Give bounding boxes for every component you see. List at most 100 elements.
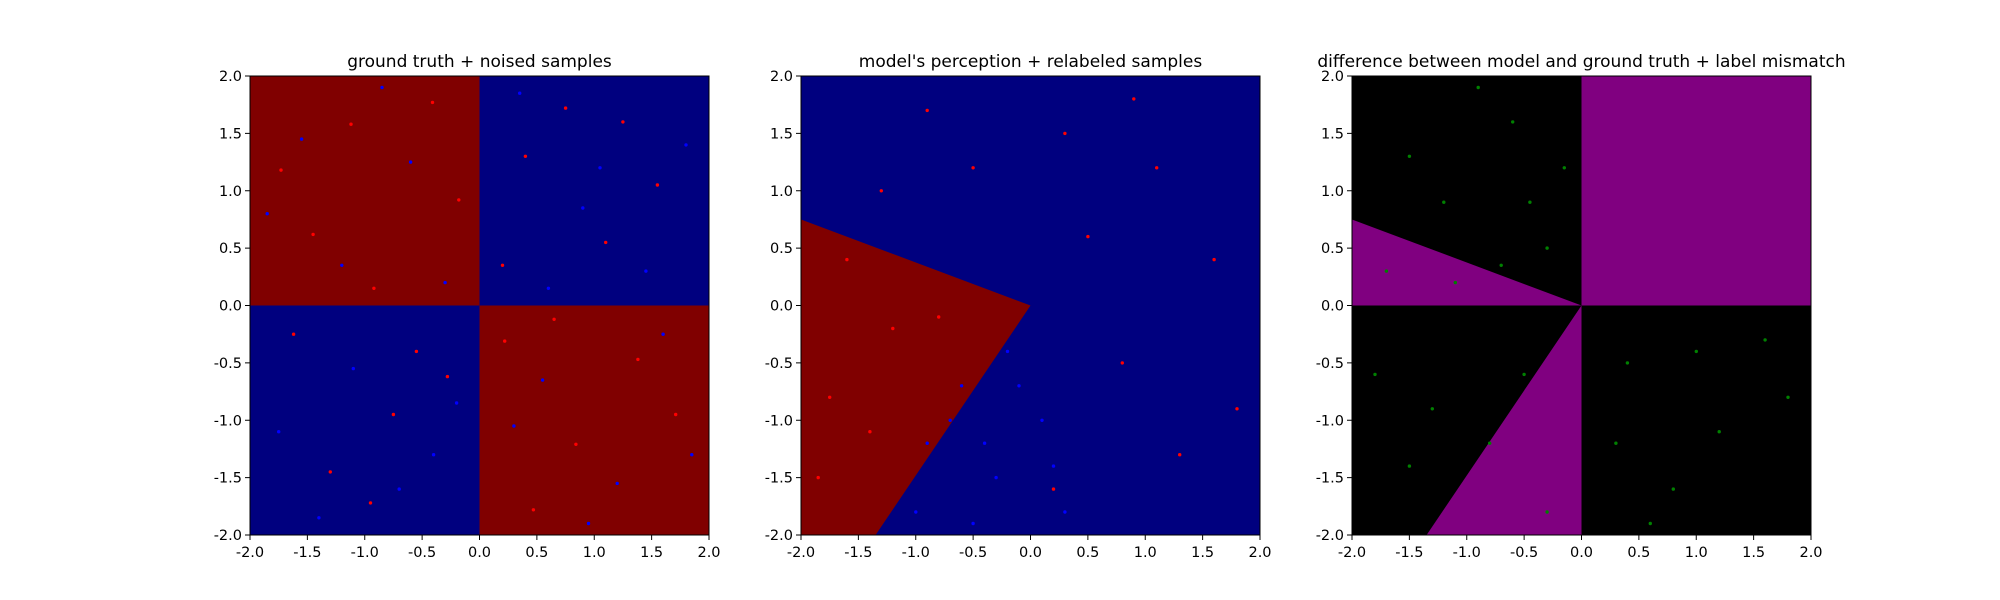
data-point [1528,200,1532,204]
data-point [879,189,883,193]
x-tick-label: -2.0 [1338,545,1366,561]
y-tick-label: -0.5 [214,356,242,372]
data-point [291,332,296,336]
data-point [523,154,528,158]
data-point [914,510,918,514]
data-point [574,442,578,446]
x-tick-label: -1.0 [1453,545,1481,561]
x-tick-label: -1.5 [293,545,321,561]
data-point [971,521,975,526]
data-point [937,315,941,319]
data-point [265,212,269,216]
data-point [598,166,602,170]
data-point [621,120,625,124]
data-point [277,430,281,434]
data-point [1499,263,1503,267]
y-tick-label: 1.0 [219,184,242,200]
data-point [1212,257,1216,262]
data-point [1155,166,1159,170]
data-point [1694,349,1699,354]
region-top-right [479,76,709,306]
data-point [414,349,419,354]
x-tick-label: -0.5 [408,545,436,561]
y-tick-label: 0.5 [1321,241,1344,257]
data-point [351,366,355,371]
y-tick-label: -1.5 [214,471,242,487]
data-point [1384,269,1389,273]
y-tick-label: -1.0 [1316,413,1344,429]
data-point [661,332,665,336]
scatter-points [816,97,1239,526]
data-point [503,339,507,343]
region-differ-upper-wedge [1352,219,1582,306]
data-point [397,487,401,491]
x-tick-label: 0.0 [468,545,491,561]
x-tick-label: -0.5 [1510,545,1538,561]
x-tick-label: -1.0 [902,545,930,561]
y-tick-label: 0.0 [219,299,242,315]
data-point [971,166,975,170]
data-point [959,384,964,388]
y-tick-label: -0.5 [1316,356,1344,372]
data-point [443,280,447,285]
x-tick-label: 2.0 [1799,545,1822,561]
data-point [891,326,895,331]
data-point [1442,200,1446,204]
data-point [636,357,640,362]
data-point [1671,487,1676,491]
panel-ground-truth: -2.0 -1.5 -1.0 -0.5 0.0 0.5 1.0 1.5 2.0 -2.0 -1.5 -… [214,52,721,561]
x-tick-label: -1.5 [844,545,872,561]
data-point [1407,154,1412,158]
data-point [1051,464,1056,468]
data-point [1063,131,1067,136]
data-point [994,475,998,480]
data-point [546,286,551,290]
data-point [655,183,660,187]
data-point [615,481,619,486]
data-point [1614,441,1618,445]
x-tick-label: 2.0 [697,545,720,561]
region-differ-top-right [1581,76,1811,306]
y-tick-label: 0.5 [770,241,793,257]
data-point [518,91,522,95]
data-point [380,85,384,90]
data-point [340,263,344,267]
data-point [512,424,516,428]
chart-title: model's perception + relabeled samples [859,52,1203,72]
y-tick-label: -2.0 [214,528,242,544]
data-point [1063,510,1067,514]
region-differ-lower-wedge [1426,305,1582,535]
x-tick-label: -1.5 [1395,545,1423,561]
y-tick-label: 2.0 [1321,69,1344,85]
data-point [372,286,376,290]
panel-difference: -2.0 -1.5 -1.0 -0.5 0.0 0.5 1.0 1.5 2.0 -2.0 -1.5 -… [1316,52,1846,561]
data-point [816,475,820,480]
data-point [1235,407,1239,411]
data-point [581,206,585,210]
y-tick-label: -1.0 [214,413,242,429]
x-tick-label: 0.5 [525,545,548,561]
data-point [1511,120,1515,124]
data-point [430,100,435,105]
y-tick-label: 0.5 [219,241,242,257]
data-point [445,374,450,379]
data-point [1763,338,1767,342]
data-point [1373,372,1377,377]
x-tick-label: 1.0 [1685,545,1708,561]
data-point [684,143,688,147]
data-point [948,418,952,422]
data-point [1522,372,1526,377]
region-red-wedge [801,219,1031,535]
y-tick-label: -2.0 [765,528,793,544]
scatter-points [1373,85,1790,526]
data-point [311,232,315,237]
x-tick-label: 1.0 [583,545,606,561]
data-point [1407,464,1412,468]
data-point [317,516,321,520]
y-tick-label: 1.0 [770,184,793,200]
data-point [1120,361,1125,365]
x-tick-label: -1.0 [351,545,379,561]
data-point [604,240,608,245]
data-point [982,441,987,445]
x-tick-label: -2.0 [236,545,264,561]
